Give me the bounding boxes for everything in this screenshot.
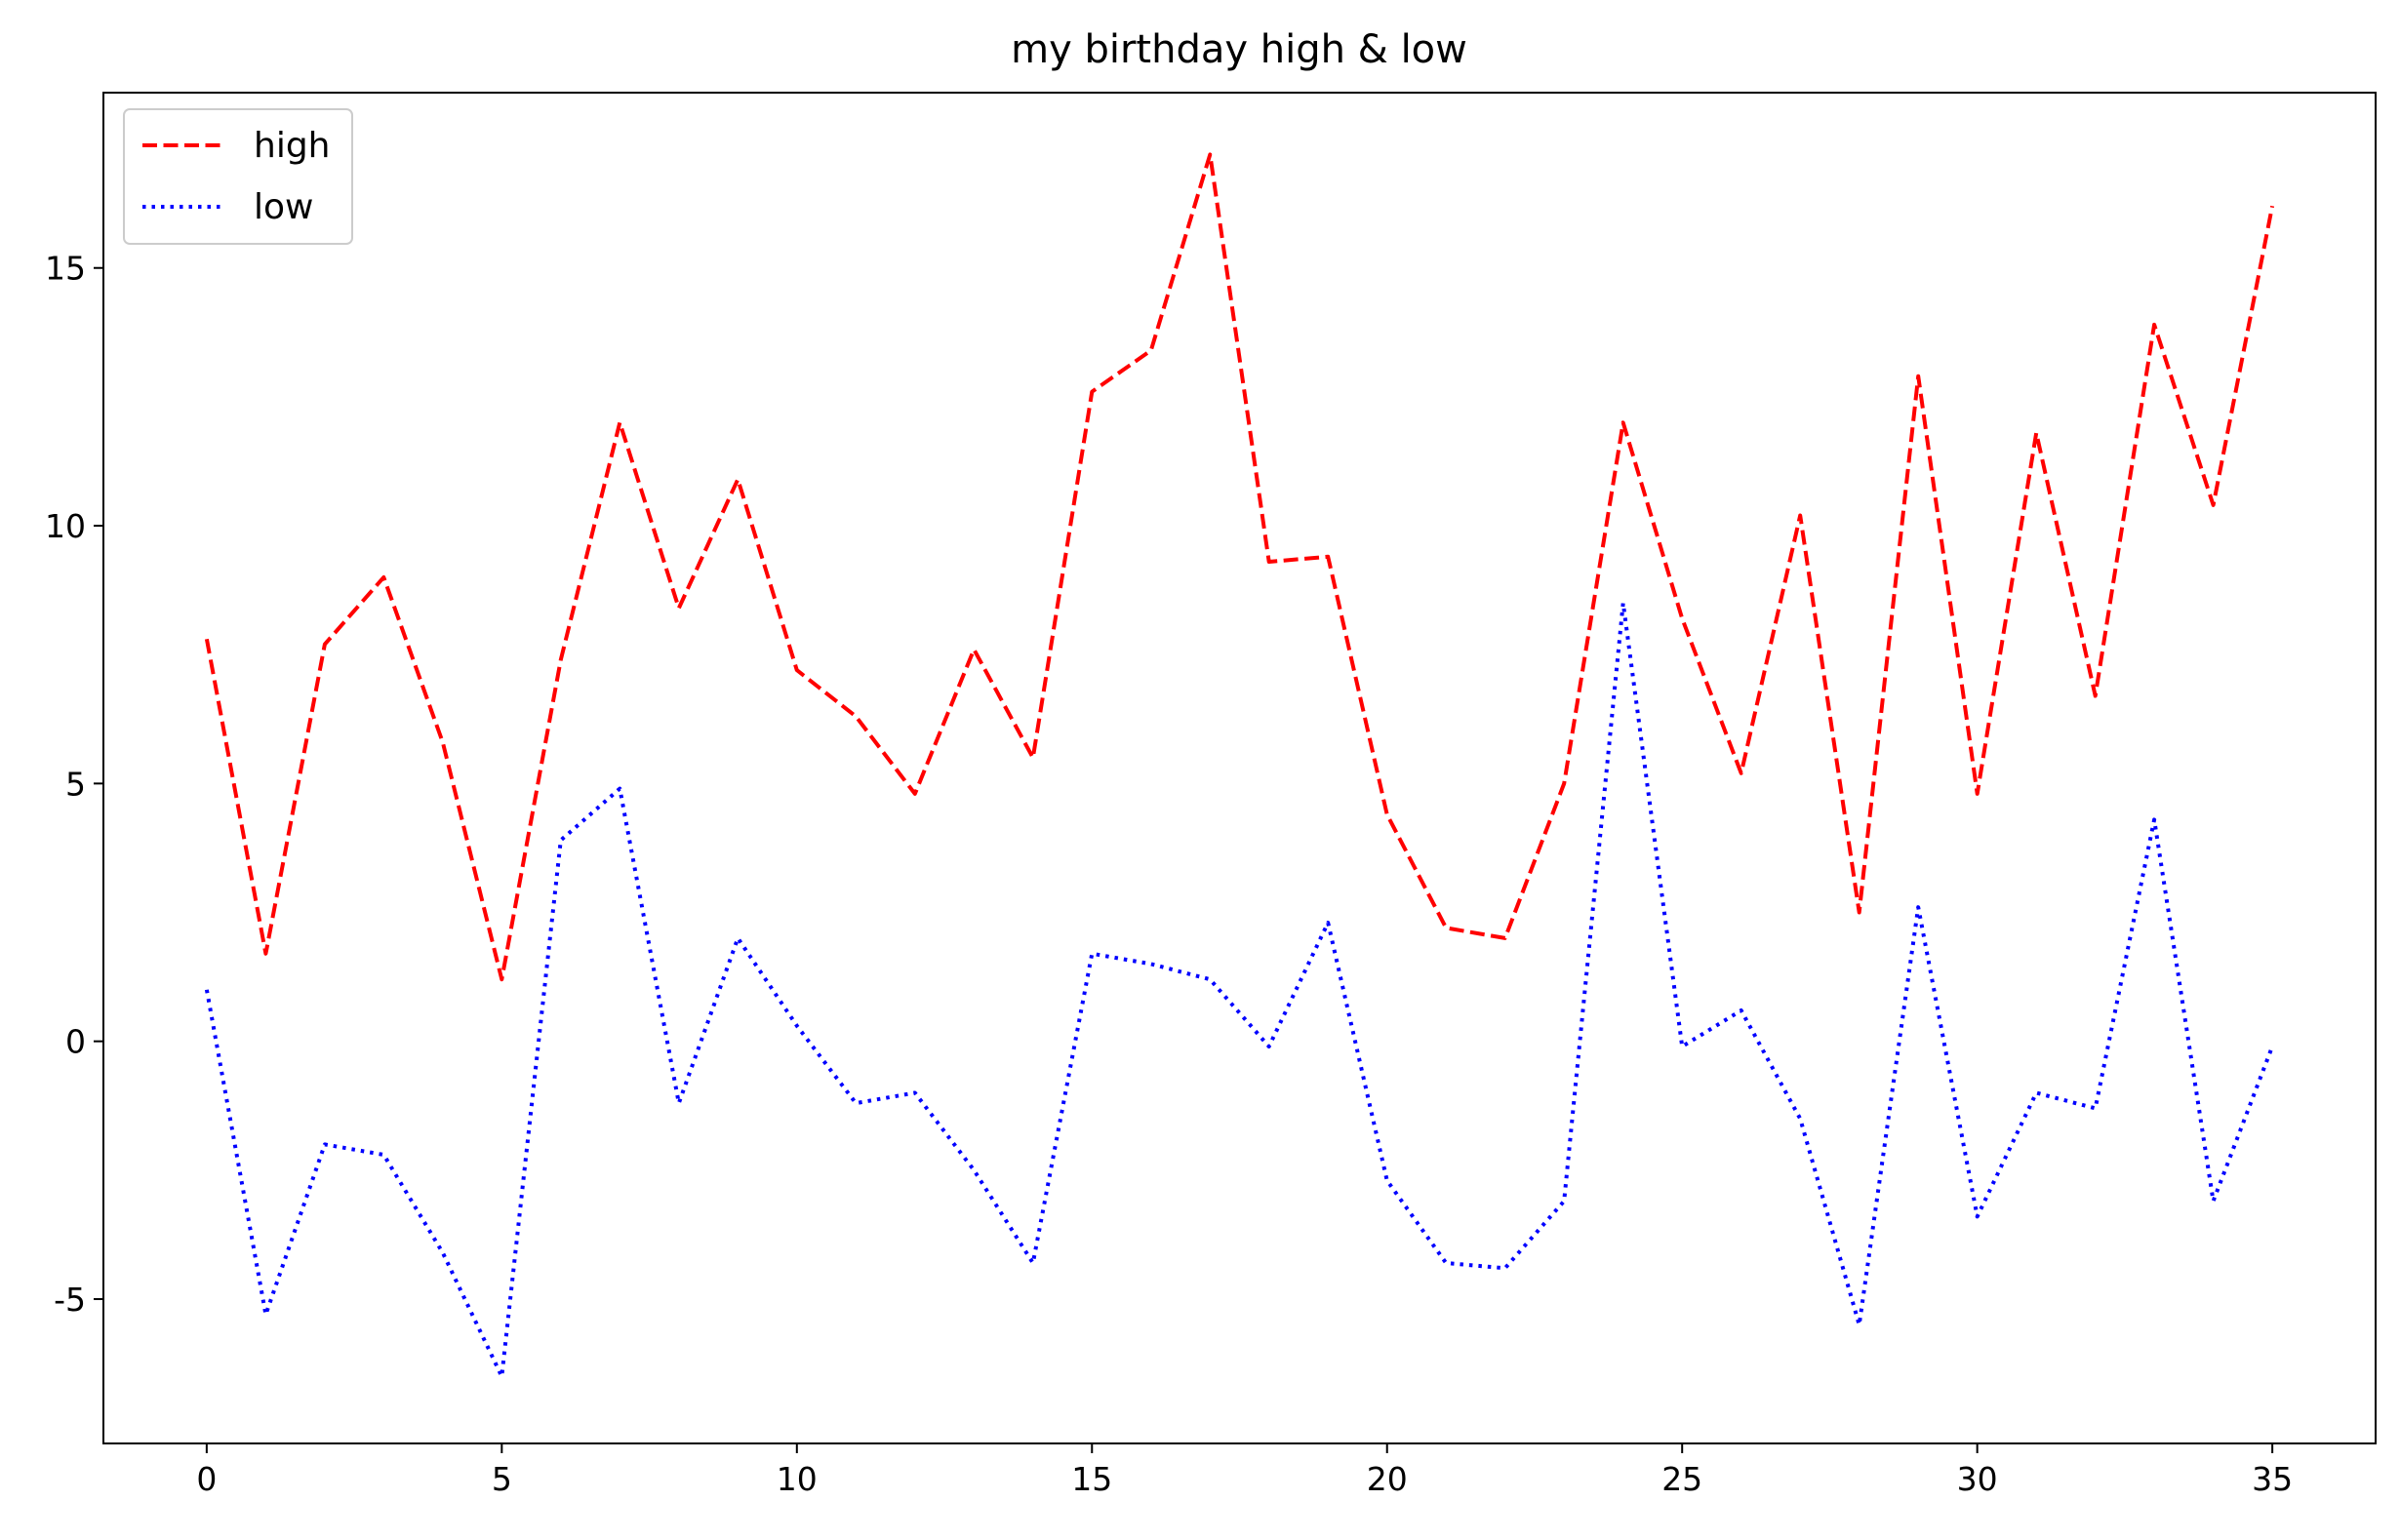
y-axis: -5 0 5 10 15: [45, 250, 103, 1319]
x-tick-label: 5: [492, 1460, 512, 1498]
legend-label-low: low: [254, 187, 313, 227]
x-tick-label: 30: [1957, 1460, 1998, 1498]
series-line-high: [204, 152, 2275, 982]
x-axis: 0 5 10 15 20 25 30 35: [196, 1443, 2293, 1498]
x-tick-label: 15: [1071, 1460, 1112, 1498]
y-tick-label: -5: [54, 1281, 86, 1319]
y-tick-label: 10: [45, 507, 86, 545]
x-tick-label: 25: [1661, 1460, 1702, 1498]
x-tick-label: 20: [1367, 1460, 1408, 1498]
x-tick-label: 0: [196, 1460, 217, 1498]
series-lines: [204, 152, 2275, 1379]
chart-title: my birthday high & low: [1011, 27, 1467, 72]
legend: high low: [123, 108, 353, 245]
legend-box: [123, 108, 353, 245]
y-tick-label: 0: [65, 1023, 86, 1061]
axes-frame: [102, 92, 2377, 1444]
legend-label-high: high: [254, 126, 331, 166]
x-tick-label: 10: [777, 1460, 818, 1498]
series-line-low: [204, 601, 2274, 1379]
y-tick-label: 5: [65, 765, 86, 803]
x-tick-label: 35: [2252, 1460, 2293, 1498]
y-tick-label: 15: [45, 250, 86, 288]
